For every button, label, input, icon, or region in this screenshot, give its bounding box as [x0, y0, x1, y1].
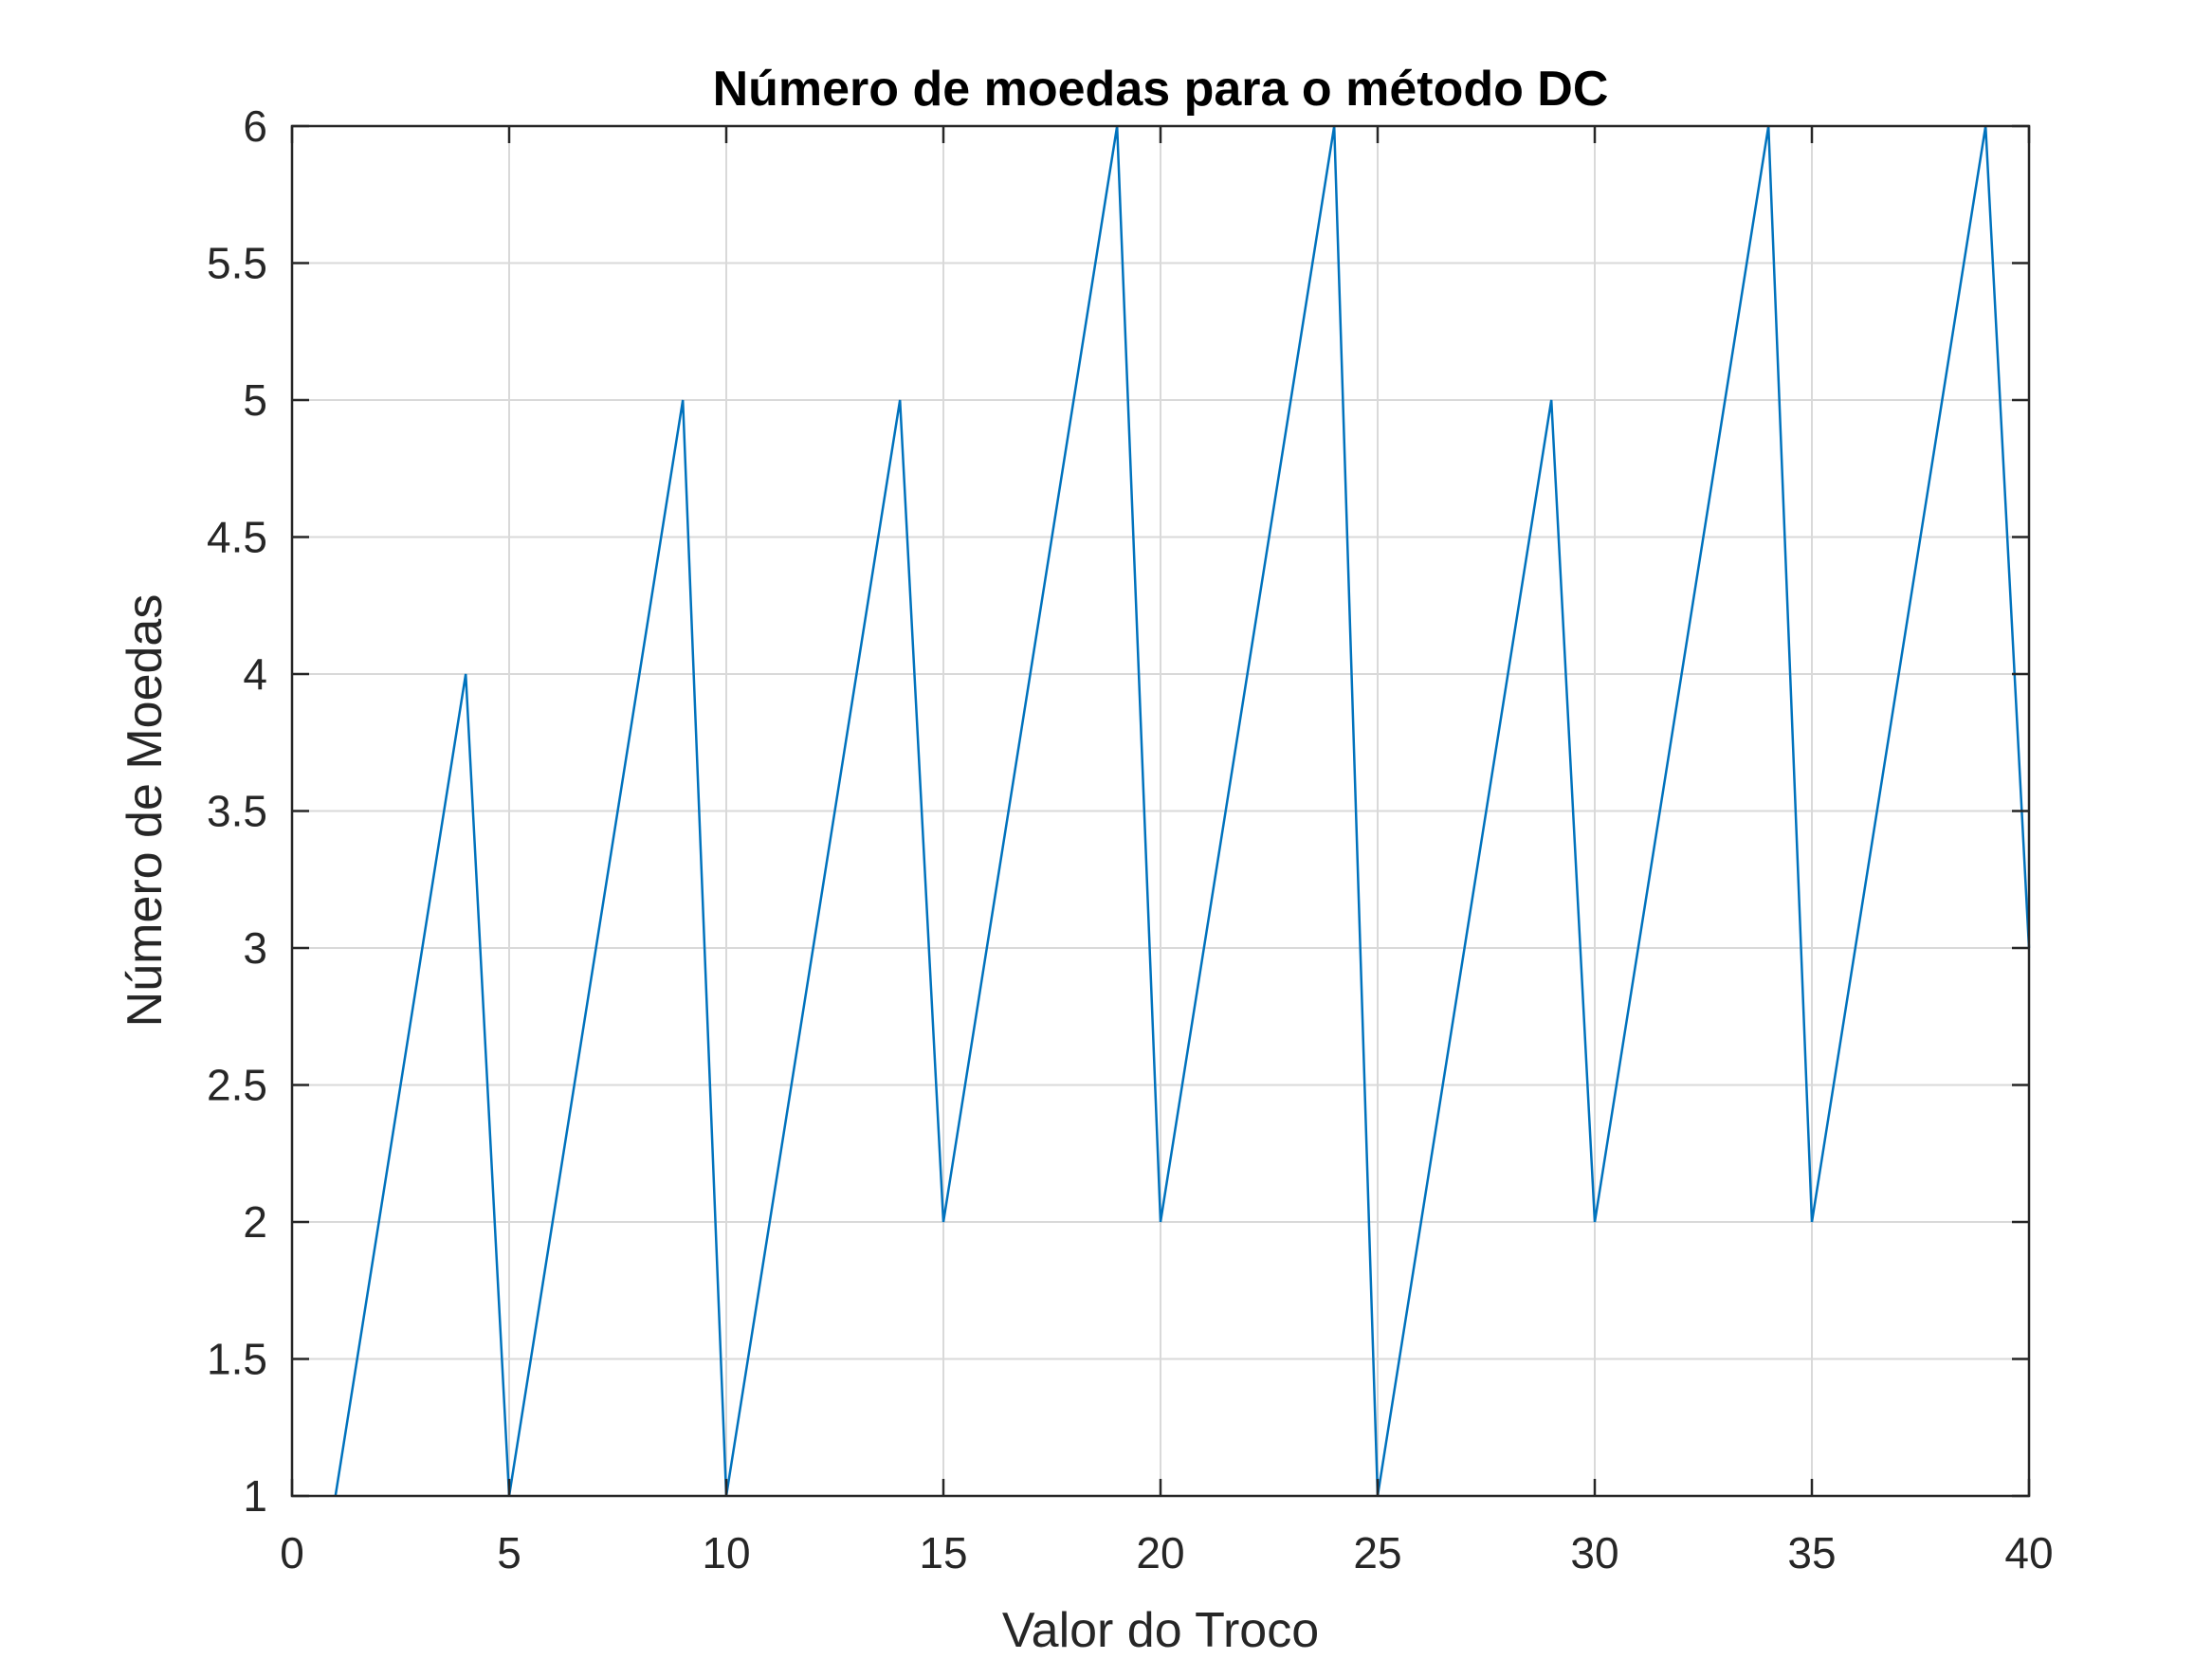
series-line [334, 125, 2031, 1497]
y-tick-label: 5 [243, 375, 267, 425]
x-tick-label: 40 [2004, 1528, 2053, 1577]
y-tick-label: 4 [243, 649, 267, 699]
y-tick-label: 1 [243, 1471, 267, 1521]
y-tick-label: 4.5 [207, 513, 267, 562]
chart-title: Número de moedas para o método DC [713, 62, 1609, 117]
x-tick-label: 20 [1136, 1528, 1184, 1577]
x-tick-label: 30 [1570, 1528, 1618, 1577]
x-tick-label: 0 [280, 1528, 304, 1577]
series-layer [334, 125, 2031, 1497]
axis-ticks [290, 124, 2031, 1498]
x-axis-label: Valor do Troco [1002, 1603, 1319, 1658]
x-tick-label: 15 [919, 1528, 967, 1577]
y-axis-label: Número de Moedas [118, 594, 173, 1028]
x-tick-label: 25 [1353, 1528, 1401, 1577]
y-tick-label: 3.5 [207, 787, 267, 836]
x-tick-label: 10 [702, 1528, 750, 1577]
grid-lines [292, 126, 2029, 1496]
tick-labels: 0 5 10 15 20 25 30 35 40 1 1.5 2 2.5 3 3.5 4 4.5 5 5.5 6 [207, 101, 2054, 1577]
x-tick-label: 35 [1787, 1528, 1836, 1577]
y-tick-label: 1.5 [207, 1335, 267, 1384]
y-tick-label: 5.5 [207, 239, 267, 288]
y-tick-label: 6 [243, 101, 267, 151]
x-tick-label: 5 [497, 1528, 521, 1577]
y-tick-label: 3 [243, 923, 267, 973]
y-tick-label: 2 [243, 1197, 267, 1247]
y-tick-label: 2.5 [207, 1061, 267, 1110]
